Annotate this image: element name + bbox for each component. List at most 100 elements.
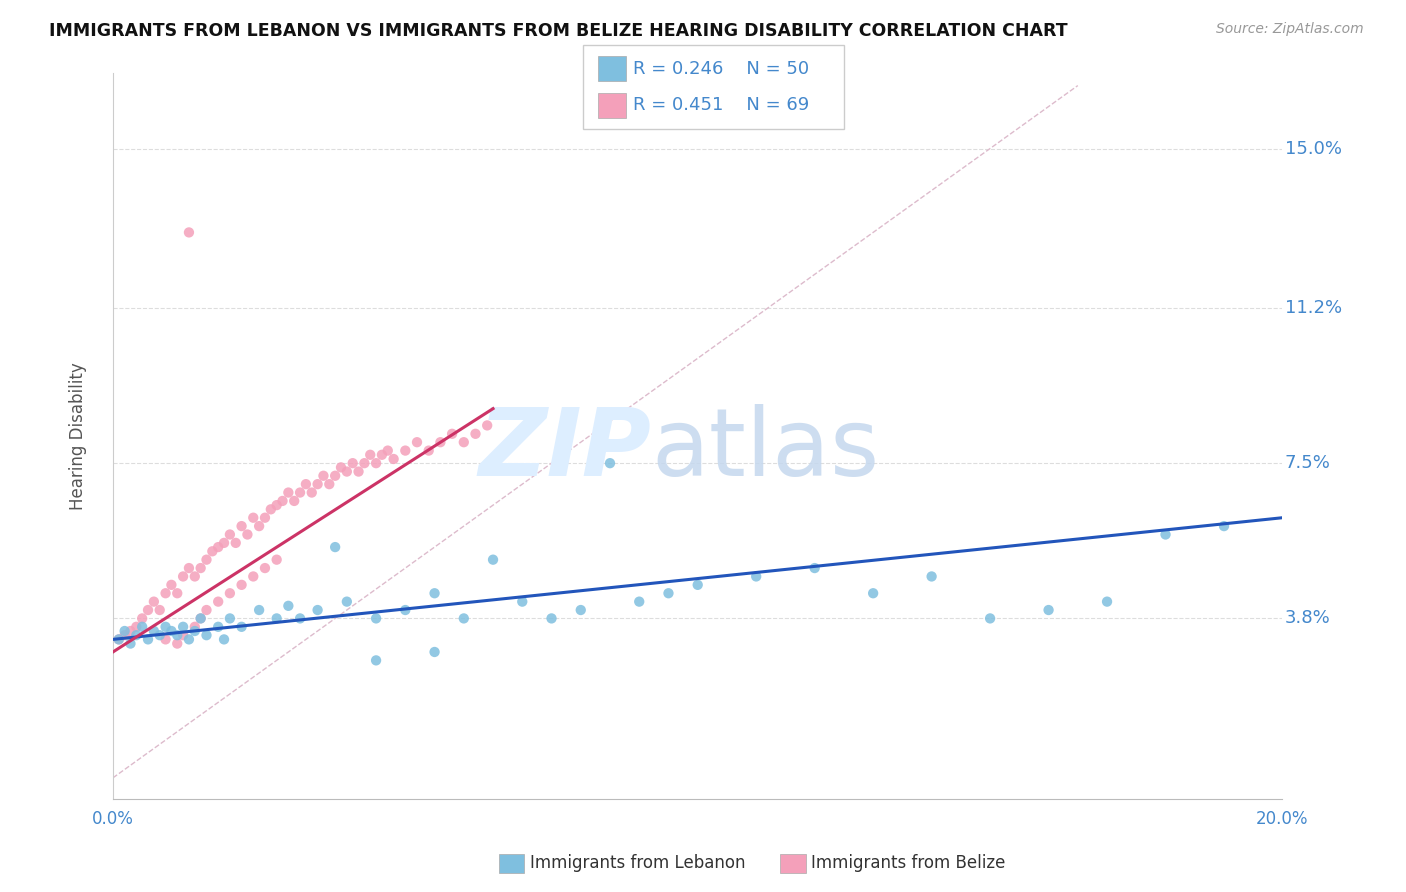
Point: [247, 519, 270, 533]
Point: [482, 552, 505, 566]
Point: [184, 620, 207, 634]
Point: [142, 594, 165, 608]
Point: [131, 620, 153, 634]
Point: [253, 510, 276, 524]
Point: [271, 494, 294, 508]
Text: atlas: atlas: [651, 404, 879, 497]
Point: [347, 465, 370, 479]
Point: [231, 519, 253, 533]
Point: [686, 578, 709, 592]
Point: [394, 443, 416, 458]
Point: [131, 611, 153, 625]
Point: [364, 653, 387, 667]
Point: [225, 536, 247, 550]
Point: [142, 624, 165, 638]
Point: [441, 426, 464, 441]
Point: [364, 456, 387, 470]
Point: [307, 603, 329, 617]
Point: [136, 632, 159, 647]
Point: [418, 443, 440, 458]
Point: [184, 624, 207, 638]
Point: [277, 485, 299, 500]
Point: [242, 510, 264, 524]
Point: [212, 632, 235, 647]
Point: [219, 527, 242, 541]
Point: [149, 628, 172, 642]
Point: [382, 452, 405, 467]
Point: [921, 569, 943, 583]
Point: [172, 620, 194, 634]
Point: [599, 456, 621, 470]
Point: [160, 578, 183, 592]
Point: [236, 527, 259, 541]
Point: [277, 599, 299, 613]
Point: [190, 611, 212, 625]
Point: [336, 465, 359, 479]
Point: [295, 477, 318, 491]
Point: [323, 540, 346, 554]
Point: [453, 611, 475, 625]
Point: [207, 540, 229, 554]
Point: [266, 498, 288, 512]
Point: [195, 552, 218, 566]
Point: [166, 628, 188, 642]
Point: [207, 594, 229, 608]
Point: [266, 552, 288, 566]
Point: [266, 611, 288, 625]
Point: [288, 485, 311, 500]
Point: [464, 426, 486, 441]
Point: [406, 435, 429, 450]
Point: [283, 494, 305, 508]
Point: [628, 594, 651, 608]
Point: [125, 620, 148, 634]
Point: [155, 586, 177, 600]
Point: [453, 435, 475, 450]
Point: [377, 443, 399, 458]
Point: [540, 611, 562, 625]
Point: [177, 632, 200, 647]
Point: [364, 611, 387, 625]
Text: 11.2%: 11.2%: [1285, 299, 1341, 317]
Point: [1213, 519, 1236, 533]
Text: 7.5%: 7.5%: [1285, 454, 1330, 472]
Point: [114, 624, 136, 638]
Point: [136, 603, 159, 617]
Point: [201, 544, 224, 558]
Point: [423, 645, 446, 659]
Point: [195, 603, 218, 617]
Point: [979, 611, 1001, 625]
Point: [195, 628, 218, 642]
Point: [1154, 527, 1177, 541]
Point: [172, 628, 194, 642]
Point: [862, 586, 884, 600]
Point: [510, 594, 533, 608]
Text: 3.8%: 3.8%: [1285, 609, 1330, 627]
Point: [353, 456, 375, 470]
Text: R = 0.451    N = 69: R = 0.451 N = 69: [633, 96, 808, 114]
Text: Immigrants from Lebanon: Immigrants from Lebanon: [530, 855, 745, 872]
Point: [120, 624, 142, 638]
Point: [429, 435, 451, 450]
Text: IMMIGRANTS FROM LEBANON VS IMMIGRANTS FROM BELIZE HEARING DISABILITY CORRELATION: IMMIGRANTS FROM LEBANON VS IMMIGRANTS FR…: [49, 22, 1067, 40]
Point: [1095, 594, 1118, 608]
Point: [301, 485, 323, 500]
Point: [323, 468, 346, 483]
Point: [745, 569, 768, 583]
Point: [359, 448, 381, 462]
Point: [160, 624, 183, 638]
Point: [231, 620, 253, 634]
Text: ZIP: ZIP: [478, 404, 651, 497]
Point: [212, 536, 235, 550]
Point: [330, 460, 353, 475]
Point: [107, 632, 129, 647]
Point: [219, 611, 242, 625]
Point: [155, 620, 177, 634]
Point: [371, 448, 394, 462]
Text: Hearing Disability: Hearing Disability: [69, 362, 87, 510]
Point: [569, 603, 592, 617]
Point: [336, 594, 359, 608]
Point: [1038, 603, 1060, 617]
Point: [342, 456, 364, 470]
Point: [207, 620, 229, 634]
Point: [288, 611, 311, 625]
